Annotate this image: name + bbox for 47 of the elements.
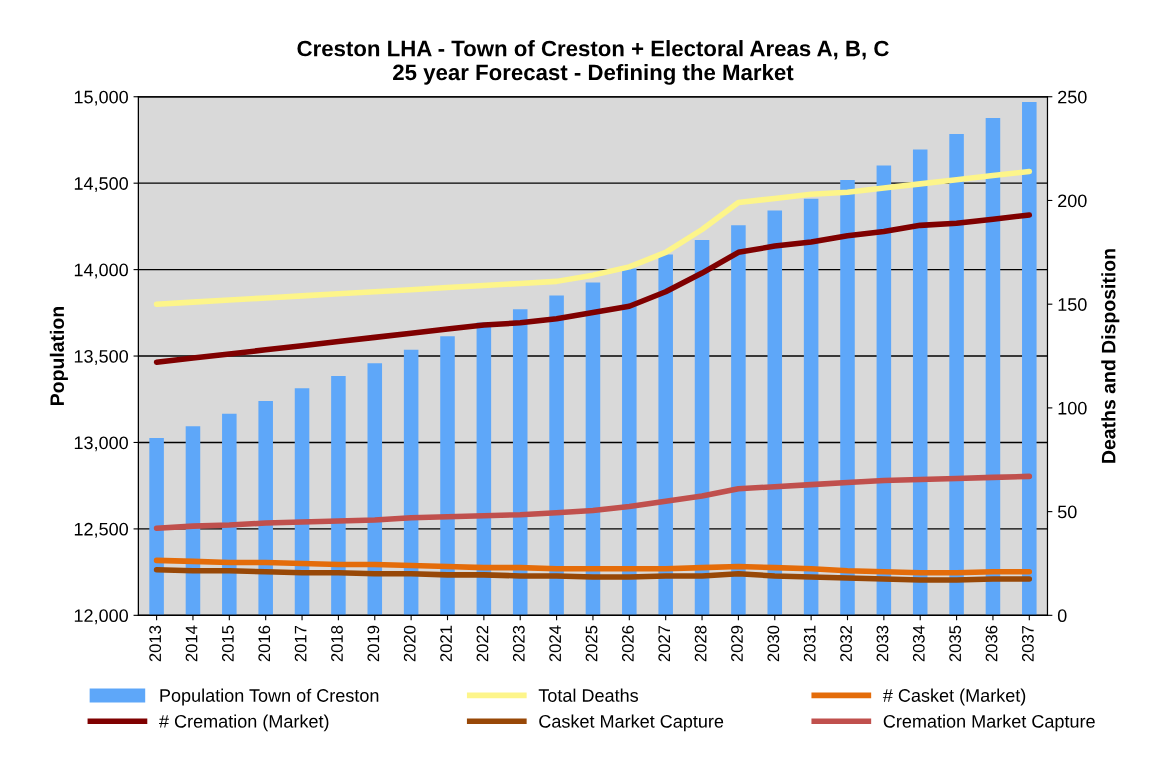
x-tick-label: 2015 bbox=[221, 625, 234, 662]
legend-label: Cremation Market Capture bbox=[883, 714, 1095, 732]
x-tick-label: 2033 bbox=[876, 625, 889, 662]
y2-tick-label: 250 bbox=[1058, 90, 1087, 104]
y2-tick-label: 0 bbox=[1057, 609, 1067, 623]
y-axis-title: Population bbox=[49, 307, 68, 405]
y-tick-label: 12,000 bbox=[74, 609, 128, 625]
x-tick-label: 2018 bbox=[331, 625, 343, 662]
x-tick-label: 2023 bbox=[512, 625, 525, 662]
legend-label: Total Deaths bbox=[538, 688, 639, 702]
x-tick-label: 2017 bbox=[294, 625, 307, 662]
y-tick-label: 14,500 bbox=[74, 177, 128, 193]
y-tick-label: 13,000 bbox=[74, 436, 128, 452]
x-tick-label: 2032 bbox=[840, 625, 852, 662]
y2-tick-label: 150 bbox=[1058, 298, 1087, 311]
x-tick-label: 2020 bbox=[403, 625, 416, 662]
y2-axis-title: Deaths and Disposition bbox=[1101, 249, 1120, 463]
x-tick-label: 2016 bbox=[258, 625, 271, 662]
x-tick-label: 2034 bbox=[912, 625, 925, 662]
x-tick-label: 2037 bbox=[1021, 625, 1034, 662]
x-tick-label: 2019 bbox=[367, 625, 380, 662]
x-tick-label: 2024 bbox=[549, 625, 562, 662]
y2-tick-label: 50 bbox=[1057, 505, 1077, 519]
x-tick-label: 2022 bbox=[476, 625, 489, 662]
x-tick-label: 2027 bbox=[658, 625, 671, 662]
x-tick-label: 2029 bbox=[731, 625, 743, 662]
chart-title: Creston LHA - Town of Creston + Electoral Areas A, B, C 25 year Forecast - Defining the Market bbox=[297, 40, 889, 85]
x-tick-label: 2035 bbox=[949, 625, 962, 662]
x-tick-label: 2014 bbox=[185, 625, 198, 662]
legend-label: # Cremation (Market) bbox=[159, 714, 329, 732]
x-tick-label: 2031 bbox=[803, 625, 816, 662]
x-tick-label: 2013 bbox=[149, 625, 162, 662]
x-tick-label: 2025 bbox=[585, 625, 598, 662]
y2-tick-label: 100 bbox=[1058, 401, 1087, 415]
legend-label: # Casket (Market) bbox=[882, 688, 1026, 706]
x-tick-label: 2030 bbox=[767, 625, 780, 662]
y-tick-label: 14,000 bbox=[74, 263, 128, 279]
legend-label: Casket Market Capture bbox=[539, 714, 724, 732]
y2-tick-label: 200 bbox=[1058, 194, 1087, 208]
x-tick-label: 2036 bbox=[985, 625, 998, 662]
legend-label: Population Town of Creston bbox=[160, 688, 379, 706]
y-tick-label: 12,500 bbox=[74, 522, 128, 538]
x-tick-label: 2026 bbox=[621, 625, 634, 662]
x-tick-label: 2021 bbox=[440, 625, 452, 662]
y-tick-label: 15,000 bbox=[74, 90, 128, 106]
x-tick-label: 2028 bbox=[694, 625, 707, 662]
y-tick-label: 13,500 bbox=[74, 349, 128, 365]
